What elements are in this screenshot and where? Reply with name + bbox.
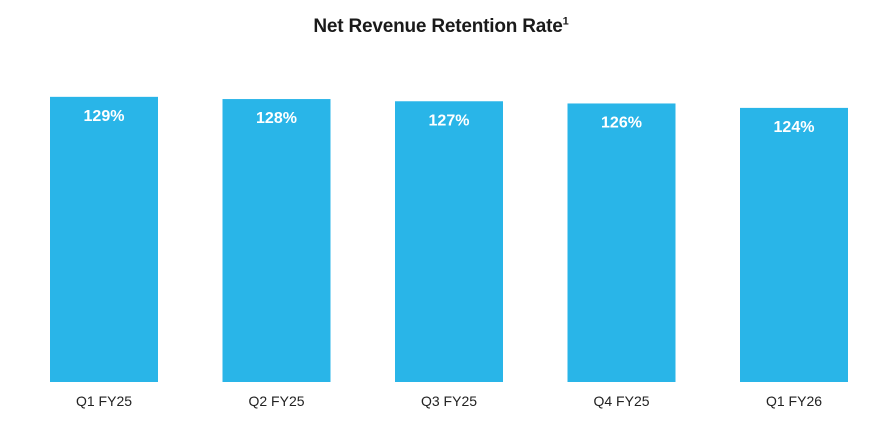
bar-q1-fy26 [740,107,848,382]
bar-value-label: 127% [429,112,470,129]
bars-layer [50,96,848,383]
chart-title-footnote: 1 [562,15,569,28]
bar-value-label: 124% [774,119,815,136]
category-label: Q2 FY25 [248,393,304,409]
category-labels-layer: Q1 FY25 Q2 FY25 Q3 FY25 Q4 FY25 Q1 FY26 [76,393,822,409]
bar-value-label: 128% [256,110,297,127]
bar-q2-fy25 [222,99,331,382]
value-labels-layer: 129% 128% 127% 126% 124% [84,108,815,136]
bar-q3-fy25 [395,101,503,383]
bar-value-label: 126% [601,114,642,131]
category-label: Q4 FY25 [593,393,649,409]
bar-value-label: 129% [84,108,125,125]
bar-q1-fy25 [50,96,158,382]
category-label: Q1 FY25 [76,393,132,409]
bar-q4-fy25 [567,103,676,382]
category-label: Q3 FY25 [421,393,477,409]
chart-title-text: Net Revenue Retention Rate [313,16,563,37]
category-label: Q1 FY26 [766,393,822,409]
chart-title: Net Revenue Retention Rate1 [0,16,882,38]
